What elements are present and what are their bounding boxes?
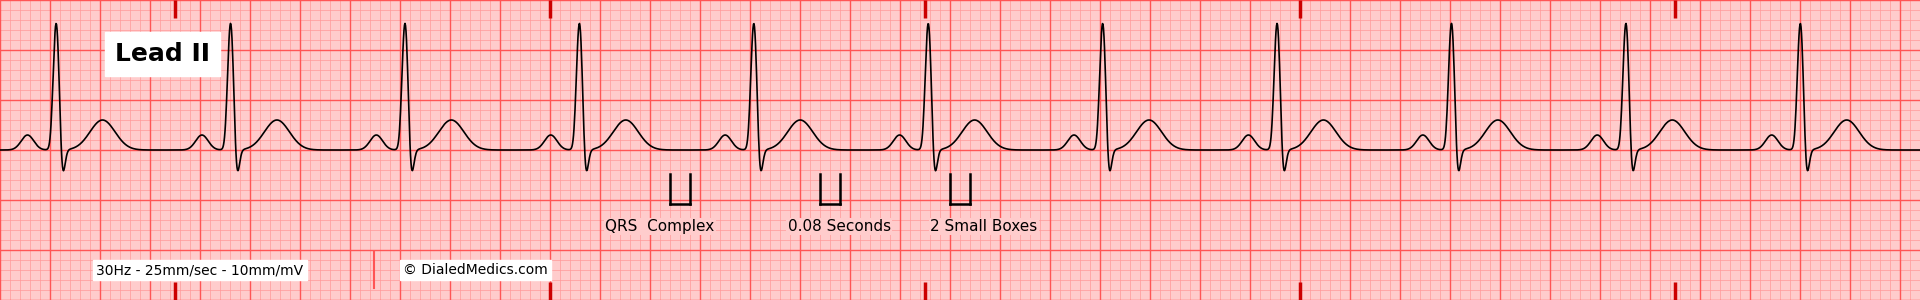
Text: 30Hz - 25mm/sec - 10mm/mV: 30Hz - 25mm/sec - 10mm/mV: [96, 263, 303, 277]
Text: Lead II: Lead II: [115, 42, 209, 66]
Text: 2 Small Boxes: 2 Small Boxes: [929, 219, 1037, 234]
Text: 0.08 Seconds: 0.08 Seconds: [787, 219, 891, 234]
Text: © DialedMedics.com: © DialedMedics.com: [403, 263, 547, 277]
Text: QRS  Complex: QRS Complex: [605, 219, 714, 234]
